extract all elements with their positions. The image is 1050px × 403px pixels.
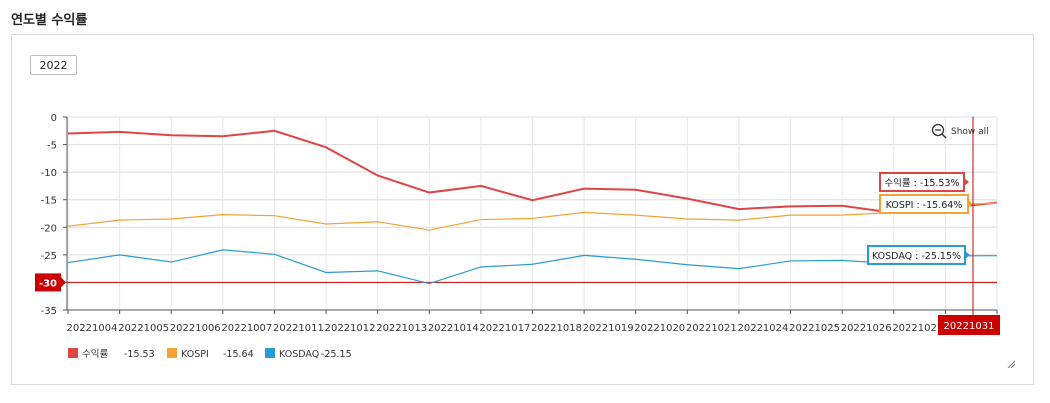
crosshair-y-label-arrow xyxy=(61,277,66,288)
zoom-out-icon-handle xyxy=(941,133,947,139)
chart-panel xyxy=(11,34,1034,385)
y-tick-label: -25 xyxy=(41,251,57,262)
page-title: 연도별 수익률 xyxy=(11,13,88,28)
x-tick-label: 20221004 xyxy=(67,323,118,334)
crosshair-y-label-box xyxy=(35,273,61,292)
x-tick-label: 20221025 xyxy=(789,323,840,334)
x-tick-label: 20221021 xyxy=(686,323,737,334)
y-tick-label: -10 xyxy=(41,168,57,179)
x-tick-label: 20221018 xyxy=(531,323,582,334)
tooltip-label: KOSDAQ : -25.15% xyxy=(872,251,961,262)
show-all-button[interactable]: Show all xyxy=(931,123,989,139)
x-tick-label: 20221017 xyxy=(479,323,530,334)
legend-swatch-1[interactable] xyxy=(68,348,78,358)
legend-swatch-2[interactable] xyxy=(167,348,177,358)
x-tick-label: 20221012 xyxy=(325,323,376,334)
legend-value-3: -25.15 xyxy=(321,349,352,360)
series-line-2[interactable] xyxy=(67,202,998,231)
tooltip-arrow xyxy=(965,251,970,259)
year-button[interactable]: 2022 xyxy=(30,55,77,75)
tooltip-arrow xyxy=(964,178,969,186)
x-tick-label: 20221027 xyxy=(892,323,943,334)
x-tick-label: 20221007 xyxy=(221,323,272,334)
show-all-label[interactable]: Show all xyxy=(951,127,989,137)
x-tick-label: 20221014 xyxy=(428,323,479,334)
legend-name-1: 수익률 xyxy=(82,348,108,360)
zoom-out-icon[interactable] xyxy=(931,123,945,137)
legend-name-3: KOSDAQ xyxy=(279,349,319,360)
crosshair-y-label: -30 xyxy=(39,278,57,289)
x-tick-label: 20221006 xyxy=(170,323,221,334)
x-tick-label: 20221024 xyxy=(737,323,788,334)
y-tick-label: -15 xyxy=(41,196,57,207)
tooltip-label: KOSPI : -15.64% xyxy=(886,200,963,211)
y-tick-label: -5 xyxy=(47,141,57,152)
x-tick-label: 20221019 xyxy=(583,323,634,334)
x-tick-label: 20221026 xyxy=(841,323,892,334)
crosshair-x-label-box xyxy=(938,315,1000,335)
legend-value-1: -15.53 xyxy=(124,349,155,360)
y-tick-label: -20 xyxy=(41,223,57,234)
legend-swatch-3[interactable] xyxy=(265,348,275,358)
crosshair-x-label: 20221031 xyxy=(944,321,995,332)
x-tick-label: 20221013 xyxy=(376,323,427,334)
y-tick-label: 0 xyxy=(51,113,57,124)
x-tick-label: 20221020 xyxy=(634,323,685,334)
series-line-1[interactable] xyxy=(67,129,998,214)
tooltip-label: 수익률 : -15.53% xyxy=(884,177,959,189)
x-tick-label: 20221011 xyxy=(273,323,324,334)
tooltip-arrow xyxy=(968,200,973,208)
x-tick-label: 20221005 xyxy=(118,323,169,334)
y-tick-label: -35 xyxy=(41,306,57,317)
legend-name-2: KOSPI xyxy=(181,349,209,360)
resize-handle-icon[interactable] xyxy=(1007,360,1015,368)
legend-value-2: -15.64 xyxy=(223,349,254,360)
series-line-3[interactable] xyxy=(67,249,998,285)
